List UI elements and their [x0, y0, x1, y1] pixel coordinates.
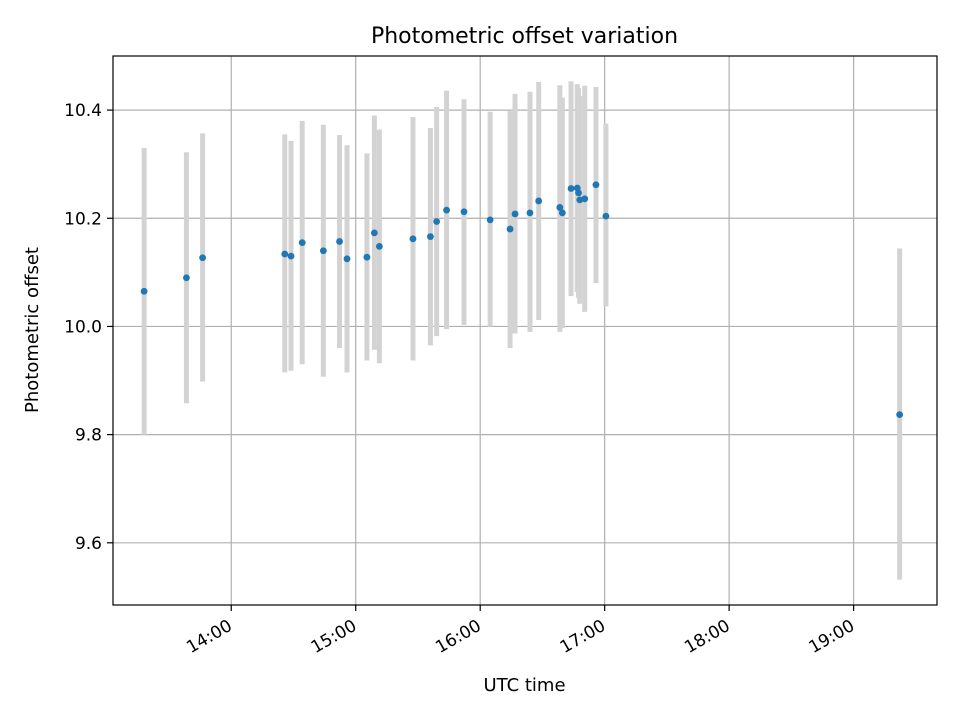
x-tick-label: 18:00 — [681, 616, 733, 658]
x-tick-label: 19:00 — [806, 616, 858, 658]
y-tick-label: 9.6 — [75, 534, 102, 554]
data-point — [443, 206, 450, 214]
data-point — [506, 225, 514, 233]
data-point — [199, 254, 207, 262]
data-point — [336, 238, 343, 245]
x-tick-label: 14:00 — [183, 616, 235, 658]
data-point — [409, 235, 417, 243]
chart-title: Photometric offset variation — [371, 24, 678, 49]
y-tick-label: 10.0 — [64, 317, 102, 337]
y-tick-label: 9.8 — [75, 426, 102, 446]
y-axis-ticks: 9.6 9.8 10.0 10.2 10.4 — [64, 101, 113, 554]
data-point — [602, 212, 610, 220]
data-point — [281, 250, 289, 258]
data-point — [370, 229, 378, 237]
data-point — [427, 233, 434, 241]
data-point — [433, 218, 441, 225]
plot-frame — [112, 55, 938, 606]
data-point — [535, 197, 543, 205]
data-point — [343, 255, 351, 263]
data-point — [558, 209, 566, 217]
data-point — [363, 253, 371, 261]
x-tick-label: 17:00 — [557, 616, 609, 658]
data-points — [140, 181, 904, 419]
data-point — [298, 239, 306, 247]
data-point — [511, 210, 519, 218]
data-point — [183, 274, 190, 282]
x-tick-label: 16:00 — [432, 616, 484, 658]
data-point — [140, 287, 148, 295]
data-point — [375, 242, 383, 250]
data-point — [575, 189, 582, 197]
grid-lines — [113, 56, 937, 605]
x-tick-label: 15:00 — [308, 616, 360, 658]
y-axis-label: Photometric offset — [22, 247, 43, 413]
data-point — [896, 411, 904, 419]
data-point — [581, 195, 589, 203]
y-tick-label: 10.4 — [64, 101, 102, 121]
data-point — [287, 252, 295, 260]
x-axis-ticks: 14:00 15:00 16:00 17:00 18:00 19:00 — [183, 605, 858, 658]
data-point — [526, 209, 534, 217]
error-bars — [141, 81, 903, 580]
data-point — [460, 208, 468, 216]
data-point — [486, 216, 494, 224]
x-axis-label: UTC time — [483, 675, 565, 696]
data-point — [319, 247, 327, 255]
data-point — [567, 185, 575, 192]
data-point — [592, 181, 600, 189]
data-point — [556, 204, 564, 211]
y-tick-label: 10.2 — [64, 209, 102, 229]
